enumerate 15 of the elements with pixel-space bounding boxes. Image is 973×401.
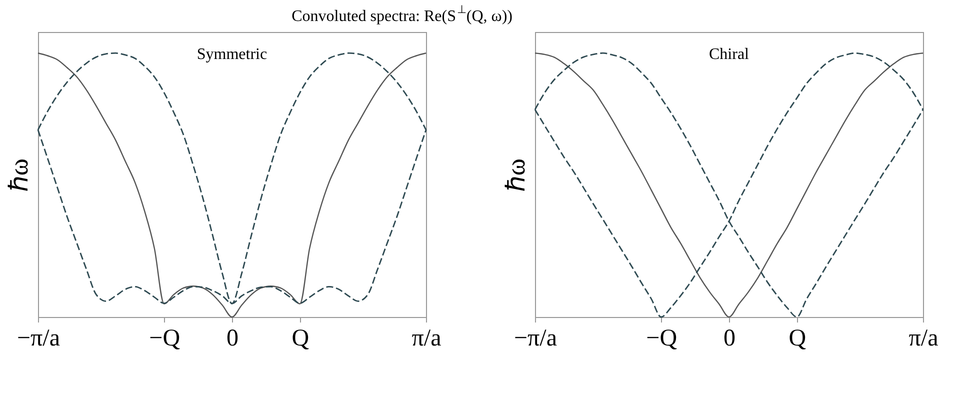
y-axis-title: ℏω <box>502 158 530 192</box>
chart-title: Convoluted spectra: Re(S⊥(Q, ω)) <box>292 4 512 25</box>
x-tick-label: −Q <box>149 326 180 352</box>
annotation: Chiral <box>709 46 750 63</box>
annotation: Symmetric <box>196 46 268 63</box>
x-tick-label: −Q <box>646 326 678 352</box>
x-tick-label: 0 <box>226 326 238 352</box>
y-axis-title: ℏω <box>4 158 34 192</box>
x-tick-label: −π/a <box>17 326 60 352</box>
x-tick-label: 0 <box>724 326 736 352</box>
x-tick-label: Q <box>292 326 310 352</box>
x-tick-label: π/a <box>412 326 442 352</box>
x-tick-label: π/a <box>908 326 939 352</box>
x-tick-label: −π/a <box>514 326 558 352</box>
x-tick-label: Q <box>788 326 806 352</box>
